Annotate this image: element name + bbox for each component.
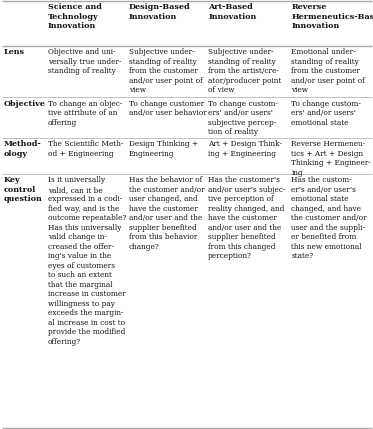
Text: Subjective under-
standing of reality
from the artist/cre-
ator/producer point
o: Subjective under- standing of reality fr…: [208, 48, 282, 94]
Text: Has the customer's
and/or user's subjec-
tive perception of
reality changed, and: Has the customer's and/or user's subjec-…: [208, 176, 286, 260]
Text: Objective: Objective: [4, 100, 46, 108]
Text: Key
control
question: Key control question: [4, 176, 43, 203]
Text: Art + Design Think-
ing + Engineering: Art + Design Think- ing + Engineering: [208, 140, 282, 158]
Text: To change customer
and/or user behavior: To change customer and/or user behavior: [129, 100, 207, 117]
Text: The Scientific Meth-
od + Engineering: The Scientific Meth- od + Engineering: [48, 140, 123, 158]
Text: Lens: Lens: [4, 48, 25, 56]
Text: Design Thinking +
Engineering: Design Thinking + Engineering: [129, 140, 198, 158]
Text: Emotional under-
standing of reality
from the customer
and/or user point of
view: Emotional under- standing of reality fro…: [291, 48, 365, 94]
Text: Reverse Hermeneu-
tics + Art + Design
Thinking + Engineer-
ing: Reverse Hermeneu- tics + Art + Design Th…: [291, 140, 371, 177]
Text: Is it universally
valid, can it be
expressed in a codi-
fied way, and is the
out: Is it universally valid, can it be expre…: [48, 176, 126, 346]
Text: Has the behavior of
the customer and/or
user changed, and
have the customer
and/: Has the behavior of the customer and/or …: [129, 176, 204, 251]
Text: To change an objec-
tive attribute of an
offering: To change an objec- tive attribute of an…: [48, 100, 122, 127]
Text: Subjective under-
standing of reality
from the customer
and/or user point of
vie: Subjective under- standing of reality fr…: [129, 48, 203, 94]
Text: Reverse
Hermeneutics-Based
Innovation: Reverse Hermeneutics-Based Innovation: [291, 3, 373, 30]
Text: To change custom-
ers' and/or users'
emotional state: To change custom- ers' and/or users' emo…: [291, 100, 361, 127]
Text: To change custom-
ers' and/or users'
subjective percep-
tion of reality: To change custom- ers' and/or users' sub…: [208, 100, 278, 136]
Text: Design-Based
Innovation: Design-Based Innovation: [129, 3, 191, 21]
Text: Has the custom-
er's and/or user's
emotional state
changed, and have
the custome: Has the custom- er's and/or user's emoti…: [291, 176, 367, 260]
Text: Method-
ology: Method- ology: [4, 140, 42, 158]
Text: Science and
Technology
Innovation: Science and Technology Innovation: [48, 3, 101, 30]
Text: Objective and uni-
versally true under-
standing of reality: Objective and uni- versally true under- …: [48, 48, 121, 76]
Text: Art-Based
Innovation: Art-Based Innovation: [208, 3, 257, 21]
